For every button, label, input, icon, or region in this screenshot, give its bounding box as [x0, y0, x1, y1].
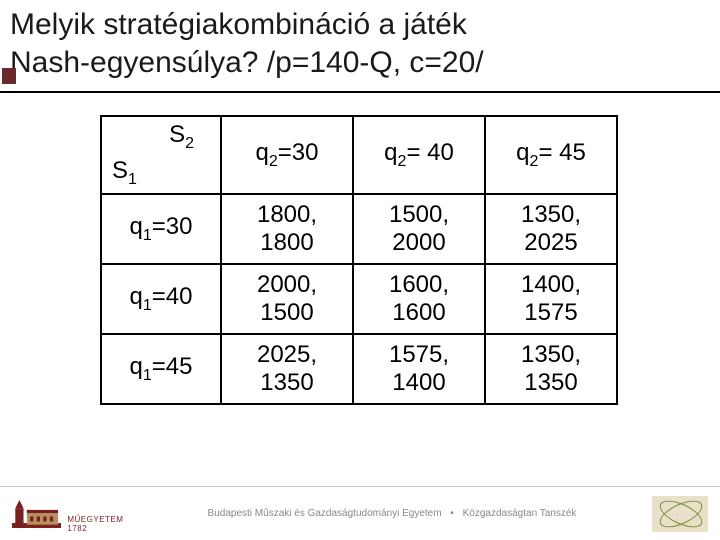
- footer-dot: •: [450, 508, 454, 519]
- footer-uni: Budapesti Műszaki és Gazdaságtudományi E…: [208, 508, 442, 519]
- cell-2-0: 2025,1350: [221, 334, 353, 404]
- cell-1-0: 2000,1500: [221, 264, 353, 334]
- cell-0-0: 1800,1800: [221, 194, 353, 264]
- cell-2-2: 1350,1350: [485, 334, 617, 404]
- row-header-2: q1=45: [101, 334, 221, 404]
- col-header-2: q2= 45: [485, 116, 617, 194]
- footer: MŰEGYETEM 1782 Budapesti Műszaki és Gazd…: [0, 486, 720, 540]
- title-line2: Nash-egyensúlya? /p=140-Q, c=20/: [10, 46, 484, 79]
- col-header-0: q2=30: [221, 116, 353, 194]
- cell-1-1: 1600,1600: [353, 264, 485, 334]
- cell-0-2: 1350,2025: [485, 194, 617, 264]
- footer-dept: Közgazdaságtan Tanszék: [463, 508, 577, 519]
- slide-title: Melyik stratégiakombináció a játék Nash-…: [10, 6, 710, 81]
- logo-muegyetem: MŰEGYETEM 1782: [12, 495, 132, 533]
- cell-1-2: 1400,1575: [485, 264, 617, 334]
- corner-s1-sub: 1: [128, 171, 137, 188]
- corner-s2-sub: 2: [185, 135, 194, 152]
- corner-cell: S2 S1: [101, 116, 221, 194]
- row-header-0: q1=30: [101, 194, 221, 264]
- cell-2-1: 1575,1400: [353, 334, 485, 404]
- footer-center: Budapesti Műszaki és Gazdaságtudományi E…: [152, 508, 632, 519]
- accent-square: [2, 68, 16, 84]
- row-header-1: q1=40: [101, 264, 221, 334]
- payoff-table-wrap: S2 S1 q2=30 q2= 40 q2= 45 q1=30 1800,180…: [100, 115, 720, 405]
- payoff-table: S2 S1 q2=30 q2= 40 q2= 45 q1=30 1800,180…: [100, 115, 618, 405]
- col-header-1: q2= 40: [353, 116, 485, 194]
- title-line1: Melyik stratégiakombináció a játék: [10, 8, 467, 41]
- corner-s1: S: [112, 157, 128, 184]
- title-area: Melyik stratégiakombináció a játék Nash-…: [0, 0, 720, 93]
- logo1-text: MŰEGYETEM 1782: [67, 515, 132, 533]
- cell-0-1: 1500,2000: [353, 194, 485, 264]
- logo-dept-icon: [652, 496, 708, 532]
- corner-s2: S: [169, 121, 185, 148]
- building-icon: [12, 495, 61, 533]
